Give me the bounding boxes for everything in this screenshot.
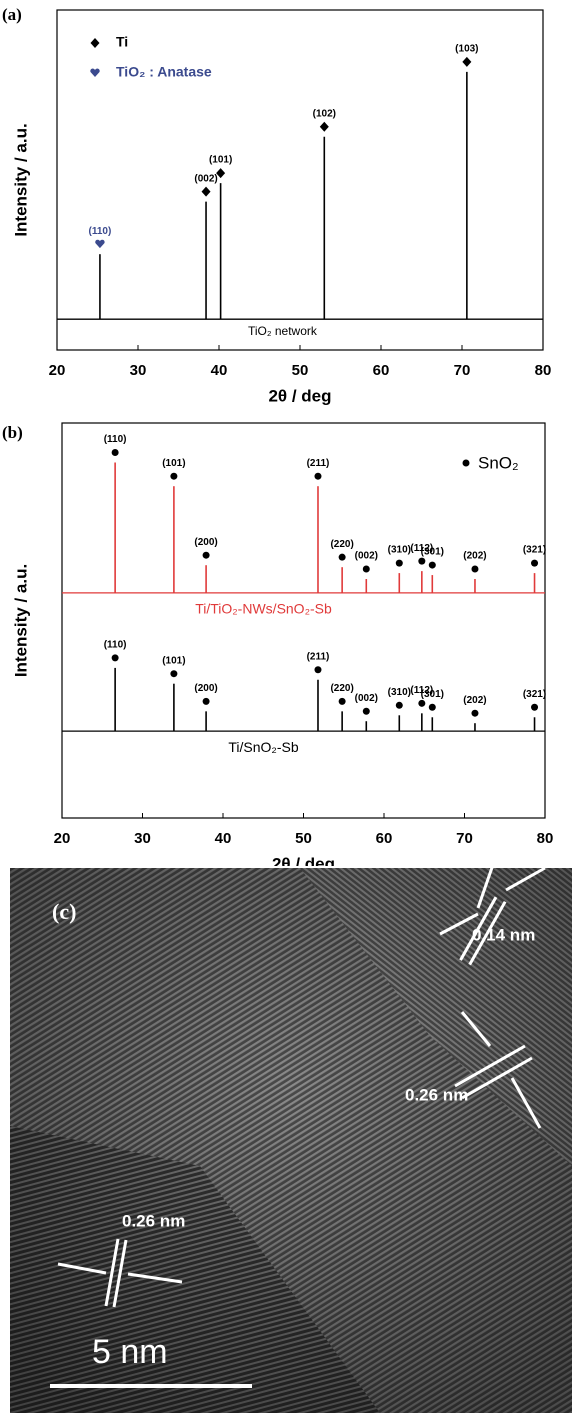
x-tick-label: 30 (130, 362, 147, 379)
peak-label: (220) (330, 683, 353, 694)
panel-label: (c) (52, 899, 76, 924)
peak-label: (202) (463, 695, 486, 706)
peak-label: (200) (194, 537, 217, 548)
peak-marker (314, 666, 322, 674)
peak-label: (301) (421, 547, 444, 558)
plot-frame (61, 422, 546, 819)
legend-label: TiO₂ : Anatase (116, 64, 212, 80)
peak-label: (301) (421, 689, 444, 700)
peak-label: (110) (104, 640, 127, 651)
peak-marker (395, 559, 403, 567)
x-tick-label: 80 (537, 830, 554, 847)
peak-label: (110) (104, 434, 127, 445)
peak-marker (338, 553, 346, 561)
spacing-marks (50, 866, 546, 1388)
peak-marker (531, 559, 539, 567)
x-axis-label: 2θ / deg (272, 854, 335, 866)
legend-label: Ti (116, 34, 128, 50)
peak-label: (211) (307, 458, 330, 469)
series-label: Ti/TiO₂-NWs/SnO₂-Sb (195, 601, 332, 617)
peak-marker (170, 472, 178, 480)
peak-label: (220) (330, 539, 353, 550)
peak-label: (110) (89, 226, 112, 237)
peak-marker (418, 557, 426, 565)
arrows (476, 866, 495, 909)
panel-label: (b) (2, 423, 23, 442)
legend-label: SnO₂ (478, 453, 519, 472)
peak-label: (310) (388, 687, 411, 698)
legend-marker (90, 68, 100, 77)
peak-label: (002) (355, 551, 378, 562)
peak-label: (002) (194, 173, 217, 184)
x-tick-label: 30 (134, 830, 151, 847)
peak-marker (362, 707, 370, 715)
x-tick-label: 80 (535, 362, 552, 379)
x-tick-label: 70 (454, 362, 471, 379)
x-tick-label: 70 (456, 830, 473, 847)
y-axis-label: Intensity / a.u. (11, 123, 30, 236)
peak-label: (002) (355, 693, 378, 704)
spacing-label: 0.26 nm (122, 1211, 185, 1230)
x-tick-label: 50 (295, 830, 312, 847)
x-tick-label: 60 (376, 830, 393, 847)
peak-label: (200) (194, 683, 217, 694)
peak-marker (428, 703, 436, 711)
peak-marker (462, 56, 472, 67)
x-tick-label: 60 (373, 362, 390, 379)
peak-marker (471, 709, 479, 717)
peak-label: (112) (410, 543, 433, 554)
peak-label: (321) (523, 545, 546, 556)
peak-marker (202, 551, 210, 559)
x-tick-label: 40 (215, 830, 232, 847)
legend-marker (90, 38, 100, 48)
peak-marker (338, 697, 346, 705)
peak-label: (103) (455, 43, 478, 54)
series-label: Ti/SnO₂-Sb (228, 739, 298, 755)
peak-marker (428, 561, 436, 569)
peak-label: (112) (410, 685, 433, 696)
charts: (a) 20 30 40 50 60 70 80 2θ / deg Intensity / a.u… (2, 5, 554, 866)
x-tick-label: 40 (211, 362, 228, 379)
x-axis-label: 2θ / deg (268, 386, 331, 405)
shade (10, 868, 572, 1413)
peak-marker (111, 654, 119, 662)
peak-label: (211) (307, 651, 330, 662)
peak-marker (362, 565, 370, 573)
peak-marker (201, 186, 211, 197)
peak-marker (395, 701, 403, 709)
panel-label: (a) (2, 5, 22, 24)
peak-label: (101) (162, 458, 185, 469)
x-tick-label: 20 (49, 362, 66, 379)
peak-label: (101) (209, 155, 232, 166)
legend-marker (462, 459, 470, 467)
peak-label: (102) (313, 108, 336, 119)
x-tick-label: 20 (54, 830, 71, 847)
scale-bar-label: 5 nm (92, 1333, 168, 1371)
x-tick-label: 50 (292, 362, 309, 379)
peak-marker (202, 697, 210, 705)
peak-marker (471, 565, 479, 573)
peak-marker (418, 699, 426, 707)
annotation: TiO₂ network (248, 324, 318, 338)
peak-label: (310) (388, 545, 411, 556)
peak-marker (314, 472, 322, 480)
peak-label: (101) (162, 655, 185, 666)
peak-label: (321) (523, 689, 546, 700)
peak-marker (111, 449, 119, 456)
peak-marker (531, 703, 539, 711)
peak-marker (170, 670, 178, 678)
tem-image: (c) 0.14 nm 0.26 nm 0.26 nm 5 nm (10, 866, 572, 1413)
peak-marker (95, 239, 105, 249)
spacing-label: 0.14 nm (472, 925, 535, 944)
spacing-label: 0.26 nm (405, 1085, 468, 1104)
y-axis-label: Intensity / a.u. (11, 564, 30, 677)
peak-marker (216, 168, 226, 179)
peak-label: (202) (463, 551, 486, 562)
peak-marker (319, 121, 329, 132)
